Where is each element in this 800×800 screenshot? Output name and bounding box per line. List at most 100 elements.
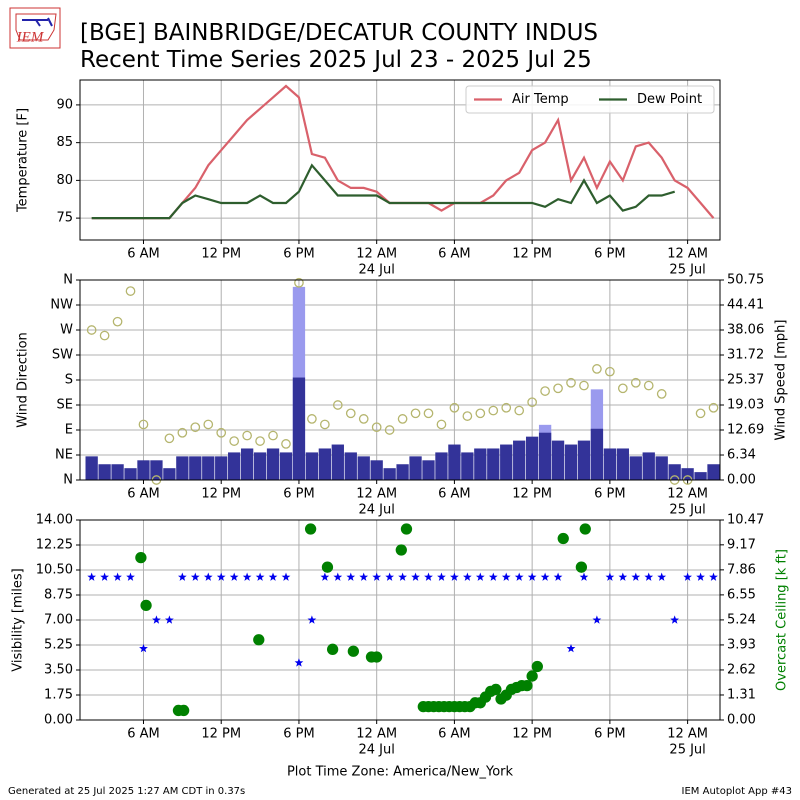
point [521, 679, 533, 692]
point [630, 377, 641, 388]
point [490, 683, 502, 696]
point [203, 572, 213, 581]
bar [163, 468, 176, 480]
point [575, 561, 588, 573]
point [100, 572, 109, 581]
bar [616, 448, 629, 480]
point [475, 572, 485, 581]
bar [655, 456, 668, 480]
point [540, 572, 550, 581]
point [605, 572, 615, 581]
point [463, 572, 472, 581]
point [242, 430, 252, 441]
point [475, 408, 486, 419]
bar [500, 444, 513, 480]
point [242, 572, 252, 581]
point [255, 436, 265, 446]
point [605, 366, 615, 377]
point [398, 572, 407, 581]
point [400, 523, 413, 535]
footer-right: IEM Autoplot App #43 [682, 786, 792, 797]
x-tick-label: 6 AM [438, 727, 471, 742]
bar [228, 452, 241, 480]
point [177, 427, 188, 438]
point [152, 615, 161, 624]
bar [487, 448, 500, 480]
bar [461, 452, 474, 480]
point [326, 643, 339, 655]
y-tick-label: W [60, 323, 73, 338]
y-tick-label: 90 [56, 97, 73, 112]
point [99, 330, 110, 341]
point [501, 402, 512, 413]
point [424, 572, 433, 581]
y2-tick-label: 31.72 [727, 347, 764, 362]
bar [176, 456, 189, 480]
bar [513, 440, 526, 480]
bar [266, 448, 280, 480]
point [592, 364, 602, 374]
point [190, 422, 201, 433]
point [657, 572, 667, 581]
y2-axis-label: Wind Speed [mph] [774, 320, 789, 441]
y-tick-label: 7.00 [44, 613, 73, 628]
point [113, 572, 122, 581]
y-tick-label: N [63, 473, 73, 488]
x-tick-label: 6 AM [438, 487, 471, 502]
bar [422, 460, 435, 480]
y2-tick-label: 44.41 [727, 297, 764, 312]
bar [603, 448, 617, 480]
bar [331, 444, 344, 480]
y-tick-label: 80 [56, 173, 73, 188]
x-tick-label: 12 PM [201, 727, 241, 742]
point [531, 660, 543, 673]
point [527, 572, 537, 581]
point [526, 670, 538, 682]
point [320, 572, 330, 581]
y-axis-label: Temperature [F] [16, 108, 31, 213]
point [112, 316, 123, 327]
y2-tick-label: 10.47 [727, 513, 764, 528]
point [514, 572, 524, 581]
x-tick-sublabel: 24 Jul [359, 263, 395, 278]
footer-left: Generated at 25 Jul 2025 1:27 AM CDT in … [8, 786, 245, 797]
y-tick-label: NE [55, 448, 73, 463]
bar [409, 456, 422, 480]
bar [279, 452, 293, 480]
y-tick-label: 85 [56, 135, 73, 150]
y-tick-label: 14.00 [36, 513, 73, 528]
point [294, 277, 304, 288]
x-tick-label: 12 AM [356, 727, 397, 742]
point [410, 408, 421, 419]
bar [111, 464, 124, 480]
x-tick-label: 6 AM [127, 247, 160, 262]
point [140, 599, 152, 612]
point [395, 544, 407, 556]
point [138, 419, 149, 430]
bar [448, 444, 461, 480]
y-axis-label: Wind Direction [16, 332, 31, 428]
bar [642, 452, 655, 480]
logo-mark [22, 17, 53, 27]
point [557, 532, 569, 545]
legend-label: Air Temp [512, 92, 569, 107]
point [566, 644, 576, 653]
point [449, 402, 460, 413]
x-tick-label: 12 AM [667, 247, 708, 262]
bar [396, 464, 409, 480]
bar [681, 468, 694, 480]
point [358, 414, 369, 424]
bar [305, 452, 319, 480]
bar [215, 456, 228, 480]
point [696, 572, 705, 581]
y-tick-label: 5.25 [44, 638, 73, 653]
x-tick-label: 12 PM [201, 247, 241, 262]
point [436, 419, 447, 430]
point [683, 572, 692, 581]
x-tick-label: 12 AM [667, 487, 708, 502]
point [553, 383, 563, 394]
x-tick-label: 6 PM [283, 247, 314, 262]
x-tick-sublabel: 25 Jul [669, 503, 705, 518]
point [617, 383, 628, 394]
y-tick-label: E [65, 423, 73, 438]
